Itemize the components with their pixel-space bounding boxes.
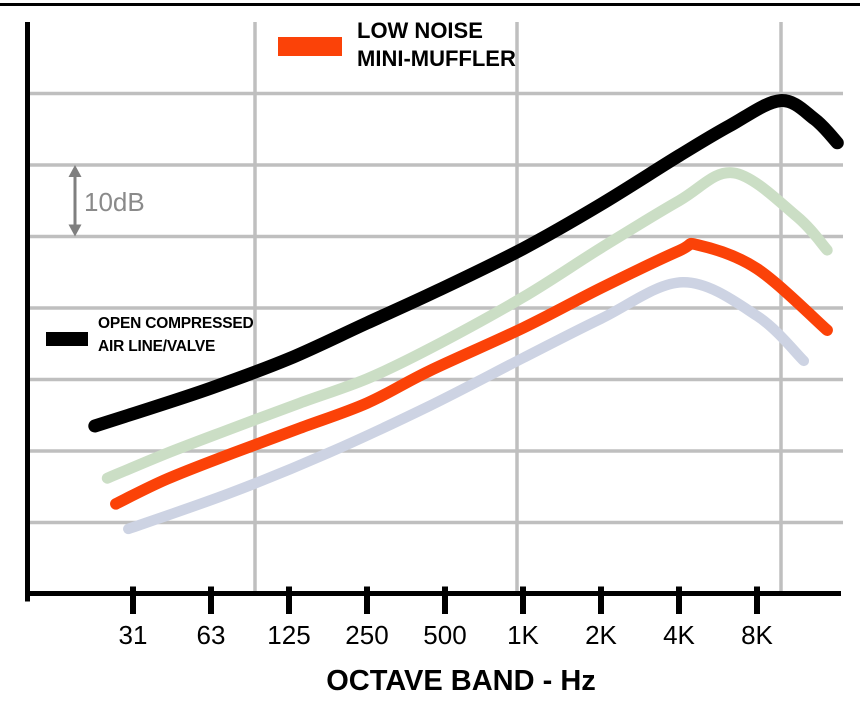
open-air-line-legend-swatch <box>46 332 88 346</box>
top-border-line <box>0 3 860 6</box>
db-arrow-head-down <box>68 224 82 237</box>
db-scale-label: 10dB <box>84 187 145 217</box>
db-scale-arrow <box>68 165 82 237</box>
open-air-line-curve <box>88 94 844 433</box>
axes-layer <box>25 22 841 614</box>
open-air-line-legend-line1: OPEN COMPRESSED <box>98 315 254 332</box>
mini-muffler-legend-text: LOW NOISE MINI-MUFFLER <box>357 17 516 73</box>
mini-muffler-curve <box>110 237 833 510</box>
grid-layer <box>27 22 843 591</box>
mini-muffler-legend-line2: MINI-MUFFLER <box>357 46 516 71</box>
legend-open-air-line: OPEN COMPRESSED AIR LINE/VALVE <box>46 313 254 358</box>
db-arrow-head-up <box>68 165 82 177</box>
series-layer <box>88 94 844 535</box>
mini-muffler-legend-swatch <box>278 37 342 56</box>
mini-muffler-legend-line1: LOW NOISE <box>357 18 483 43</box>
legend-mini-muffler: LOW NOISE MINI-MUFFLER <box>278 17 516 73</box>
open-air-line-legend-line2: AIR LINE/VALVE <box>98 337 216 355</box>
open-air-line-legend-text: OPEN COMPRESSED AIR LINE/VALVE <box>98 313 254 358</box>
lower-reference-curve <box>123 277 810 535</box>
x-axis-title: OCTAVE BAND - Hz <box>326 665 596 697</box>
upper-reference-curve <box>101 167 833 484</box>
